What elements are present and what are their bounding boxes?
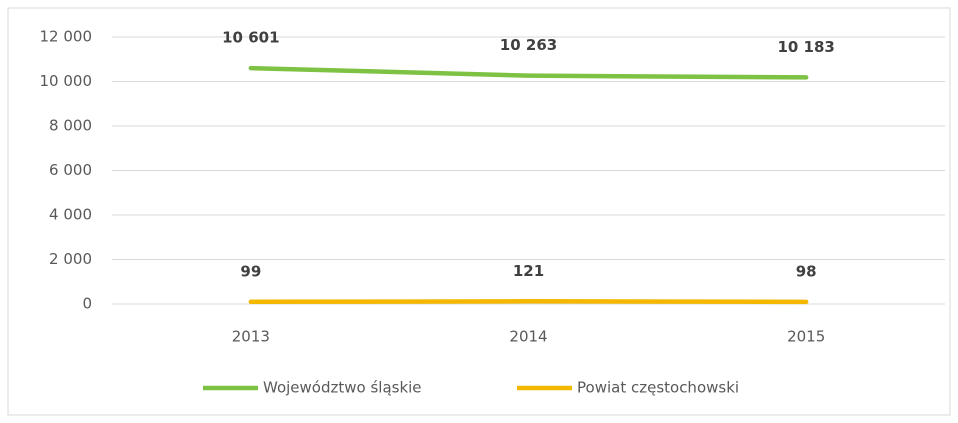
y-tick-label: 8 000 — [49, 117, 92, 135]
x-tick-label: 2014 — [509, 328, 547, 346]
data-label: 121 — [513, 262, 544, 280]
data-label: 10 183 — [777, 38, 834, 56]
series-line — [248, 65, 809, 80]
series-line — [248, 299, 809, 305]
x-tick-label: 2015 — [787, 328, 825, 346]
y-tick-label: 4 000 — [49, 206, 92, 224]
data-label: 10 263 — [500, 36, 557, 54]
chart-border — [7, 7, 951, 416]
data-label: 99 — [240, 262, 261, 280]
data-label: 98 — [796, 262, 817, 280]
y-tick-label: 0 — [82, 295, 92, 313]
y-tick-label: 10 000 — [40, 72, 93, 90]
legend-label: Powiat częstochowski — [577, 379, 739, 397]
legend-label: Województwo śląskie — [263, 379, 422, 397]
y-tick-label: 2 000 — [49, 250, 92, 268]
x-tick-label: 2013 — [232, 328, 270, 346]
y-tick-label: 6 000 — [49, 161, 92, 179]
data-label: 10 601 — [222, 29, 279, 47]
y-tick-label: 12 000 — [40, 28, 93, 46]
